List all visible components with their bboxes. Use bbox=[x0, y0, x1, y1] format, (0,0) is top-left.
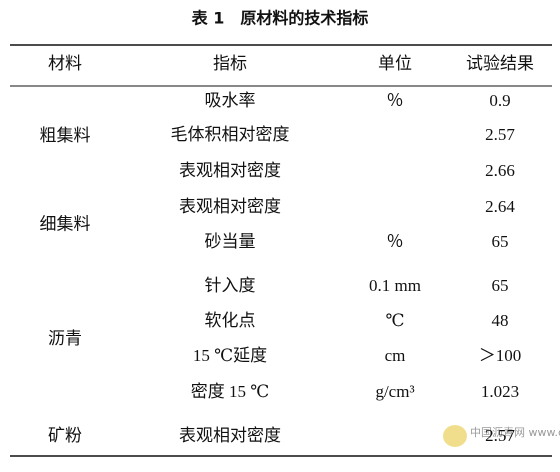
material-cell: 细集料 bbox=[40, 214, 91, 233]
unit-cell: cm bbox=[385, 346, 406, 365]
unit-cell: ％ bbox=[387, 232, 404, 251]
result-cell: 2.64 bbox=[485, 197, 515, 216]
indicator-cell: 软化点 bbox=[205, 311, 256, 330]
watermark-logo bbox=[443, 425, 467, 447]
header-cell: 试验结果 bbox=[466, 54, 534, 73]
indicator-cell: 表观相对密度 bbox=[179, 161, 281, 180]
unit-cell: 0.1 mm bbox=[369, 276, 421, 295]
header-cell: 材料 bbox=[48, 54, 82, 73]
indicator-cell: 毛体积相对密度 bbox=[171, 125, 290, 144]
indicator-cell: 密度 15 ℃ bbox=[191, 382, 270, 401]
unit-cell: g/cm³ bbox=[375, 382, 414, 401]
indicator-cell: 表观相对密度 bbox=[179, 426, 281, 445]
watermark: 中国沥青网 www.chinaasphalt.com bbox=[470, 426, 560, 439]
result-cell: ＞100 bbox=[479, 346, 522, 365]
result-cell: 65 bbox=[492, 232, 509, 251]
result-cell: 48 bbox=[492, 311, 509, 330]
header-cell: 指标 bbox=[213, 54, 247, 73]
result-cell: 65 bbox=[492, 276, 509, 295]
result-cell: 2.57 bbox=[485, 426, 515, 445]
indicator-cell: 砂当量 bbox=[205, 232, 256, 251]
header-cell: 单位 bbox=[378, 54, 412, 73]
indicator-cell: 表观相对密度 bbox=[179, 197, 281, 216]
indicator-cell: 针入度 bbox=[205, 276, 256, 295]
table-title: 表 1 原材料的技术指标 bbox=[191, 9, 369, 28]
indicator-cell: 吸水率 bbox=[205, 91, 256, 110]
material-cell: 矿粉 bbox=[48, 426, 82, 445]
unit-cell: ％ bbox=[387, 91, 404, 110]
result-cell: 1.023 bbox=[481, 382, 519, 401]
result-cell: 0.9 bbox=[489, 91, 510, 110]
unit-cell: ℃ bbox=[385, 311, 404, 330]
result-cell: 2.57 bbox=[485, 125, 515, 144]
result-cell: 2.66 bbox=[485, 161, 515, 180]
material-cell: 粗集料 bbox=[40, 126, 91, 145]
material-cell: 沥青 bbox=[48, 329, 82, 348]
indicator-cell: 15 ℃延度 bbox=[193, 346, 267, 365]
